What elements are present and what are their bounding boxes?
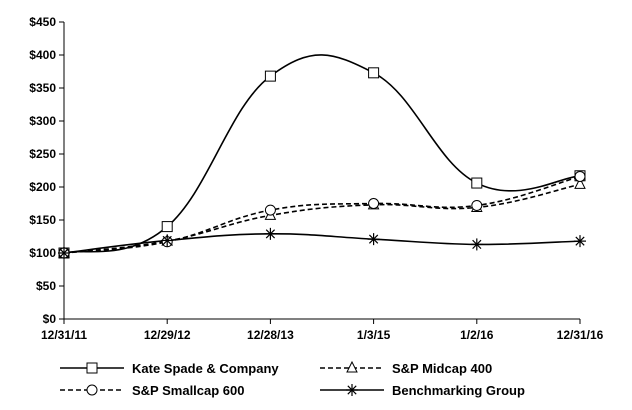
- y-tick-label: $350: [29, 81, 56, 95]
- data-point-bench: [470, 238, 483, 251]
- data-point-smallcap: [471, 199, 483, 211]
- legend-item-midcap: S&P Midcap 400: [320, 360, 492, 376]
- x-tick-label: 12/28/13: [247, 328, 294, 342]
- data-point-smallcap: [574, 170, 586, 182]
- chart-legend: Kate Spade & Company S&P Midcap 400 S&P Sm…: [60, 360, 525, 398]
- x-tick-label: 12/31/11: [41, 328, 87, 342]
- y-tick-label: $450: [29, 15, 56, 29]
- y-tick-label: $250: [29, 147, 56, 161]
- data-point-bench: [161, 234, 174, 247]
- data-point-kate: [368, 67, 380, 79]
- y-tick-label: $400: [29, 48, 56, 62]
- series-line-midcap: [63, 183, 581, 254]
- legend-marker: [86, 384, 98, 396]
- data-point-kate: [471, 177, 483, 189]
- y-tick-label: $300: [29, 114, 56, 128]
- legend-item-bench: Benchmarking Group: [320, 383, 525, 398]
- y-tick-label: $200: [29, 180, 56, 194]
- data-point-midcap: [574, 177, 586, 189]
- data-point-kate: [264, 70, 276, 82]
- data-point-bench: [58, 247, 70, 259]
- data-point-smallcap: [368, 198, 380, 209]
- x-tick-label: 1/2/16: [460, 328, 494, 342]
- series-line-smallcap: [63, 175, 581, 254]
- legend-marker: [346, 384, 358, 396]
- series-markers: [58, 67, 586, 259]
- legend-label: S&P Midcap 400: [392, 361, 492, 376]
- legend-label: S&P Smallcap 600: [132, 383, 245, 398]
- legend-item-kate: Kate Spade & Company: [60, 361, 279, 376]
- y-tick-label: $100: [29, 246, 56, 260]
- legend-label: Benchmarking Group: [392, 383, 525, 398]
- series-line-bench: [63, 233, 581, 254]
- data-point-smallcap: [264, 204, 276, 216]
- data-point-bench: [264, 227, 277, 240]
- x-tick-label: 12/31/16: [557, 328, 604, 342]
- series-line-kate: [63, 54, 581, 254]
- x-axis-ticks: 12/31/11 12/29/12 12/28/13 1/3/15 1/2/16 12/3…: [41, 319, 604, 342]
- series-lines: [63, 54, 581, 254]
- chart-axes: [63, 22, 580, 320]
- legend-marker: [346, 360, 358, 373]
- data-point-bench: [574, 235, 586, 248]
- legend-marker: [86, 362, 98, 374]
- y-tick-label: $50: [36, 279, 56, 293]
- x-tick-label: 1/3/15: [357, 328, 391, 342]
- y-axis-ticks: $0 $50 $100 $150 $200 $250 $300 $350 $400 $450: [29, 15, 64, 326]
- data-point-bench: [367, 233, 380, 246]
- x-tick-label: 12/29/12: [144, 328, 191, 342]
- y-tick-label: $0: [43, 312, 57, 326]
- data-point-kate: [161, 221, 173, 233]
- legend-label: Kate Spade & Company: [132, 361, 279, 376]
- y-tick-label: $150: [29, 213, 56, 227]
- legend-item-smallcap: S&P Smallcap 600: [60, 383, 245, 398]
